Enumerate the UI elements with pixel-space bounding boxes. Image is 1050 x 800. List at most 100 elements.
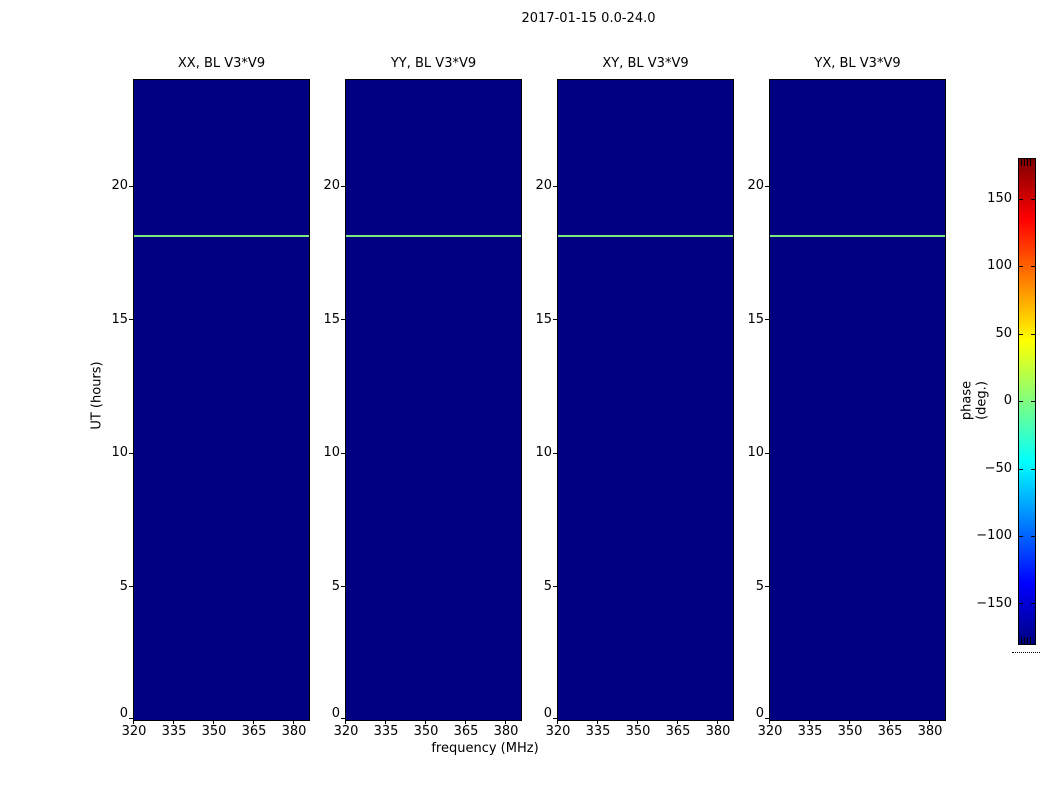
x-tick-label: 320 (545, 724, 571, 739)
y-axis-label: UT (hours) (89, 361, 105, 430)
x-tick-mark (253, 720, 254, 724)
colorbar-comb-top (1021, 159, 1033, 166)
x-tick-label: 380 (705, 724, 731, 739)
x-tick-mark (889, 720, 890, 724)
colorbar-tick-label: 50 (995, 326, 1012, 341)
panel-title: YY, BL V3*V9 (390, 56, 477, 71)
y-tick-mark (341, 319, 345, 320)
colorbar-tick-mark (1031, 266, 1035, 267)
y-tick-mark (129, 453, 133, 454)
x-tick-mark (213, 720, 214, 724)
figure-title: 2017-01-15 0.0-24.0 (521, 11, 656, 26)
x-tick-mark (385, 720, 386, 724)
y-tick-label: 15 (747, 312, 764, 327)
colorbar-tick-mark (1019, 469, 1023, 470)
y-tick-label: 0 (543, 706, 552, 721)
y-tick-mark (765, 586, 769, 587)
x-tick-label: 320 (121, 724, 147, 739)
x-tick-label: 320 (333, 724, 359, 739)
y-tick-label: 10 (747, 445, 764, 460)
y-tick-label: 20 (535, 178, 552, 193)
y-tick-mark (341, 586, 345, 587)
y-tick-mark (553, 186, 557, 187)
y-tick-label: 20 (111, 178, 128, 193)
y-tick-label: 20 (747, 178, 764, 193)
y-tick-mark (765, 718, 769, 719)
y-tick-label: 5 (331, 579, 340, 594)
colorbar-tick-label: 100 (987, 258, 1012, 273)
colorbar-tick-mark (1031, 334, 1035, 335)
y-tick-label: 15 (535, 312, 552, 327)
y-tick-label: 5 (755, 579, 764, 594)
y-tick-mark (341, 718, 345, 719)
x-tick-label: 335 (797, 724, 823, 739)
x-tick-mark (345, 720, 346, 724)
colorbar-tick-mark (1019, 401, 1023, 402)
x-tick-label: 350 (201, 724, 227, 739)
phase-line (558, 235, 733, 237)
y-tick-label: 10 (111, 445, 128, 460)
colorbar-tick-mark (1019, 603, 1023, 604)
panel-title: YX, BL V3*V9 (814, 56, 901, 71)
y-tick-mark (765, 319, 769, 320)
x-tick-label: 335 (161, 724, 187, 739)
x-tick-label: 350 (837, 724, 863, 739)
x-tick-label: 380 (493, 724, 519, 739)
x-tick-label: 320 (757, 724, 783, 739)
y-tick-label: 0 (331, 706, 340, 721)
x-tick-label: 365 (453, 724, 479, 739)
y-tick-mark (553, 586, 557, 587)
x-tick-label: 365 (665, 724, 691, 739)
colorbar-tick-mark (1031, 469, 1035, 470)
colorbar-tick-label: −100 (976, 528, 1012, 543)
colorbar-tick-label: −150 (976, 596, 1012, 611)
heatmap-area (769, 79, 946, 721)
colorbar-tick-mark (1031, 536, 1035, 537)
x-tick-label: 380 (917, 724, 943, 739)
colorbar-tick-mark (1019, 334, 1023, 335)
phase-line (770, 235, 945, 237)
colorbar-tick-mark (1019, 536, 1023, 537)
subplot-xx: XX, BL V3*V9 20 15 10 5 0 320 335 350 36… (111, 0, 310, 800)
y-tick-label: 0 (119, 706, 128, 721)
y-tick-mark (765, 453, 769, 454)
colorbar-tick-mark (1019, 266, 1023, 267)
subplot-xy: XY, BL V3*V9 20 15 10 5 0 320 335 350 36… (535, 0, 734, 800)
x-axis-label: frequency (MHz) (431, 741, 539, 756)
y-tick-mark (129, 319, 133, 320)
x-tick-label: 335 (585, 724, 611, 739)
y-tick-mark (129, 586, 133, 587)
subplot-yx: YX, BL V3*V9 20 15 10 5 0 320 335 350 36… (747, 0, 946, 800)
colorbar-tick-label: 0 (1003, 393, 1012, 408)
y-tick-label: 5 (119, 579, 128, 594)
y-tick-mark (765, 186, 769, 187)
x-tick-label: 380 (281, 724, 307, 739)
x-tick-mark (929, 720, 930, 724)
y-tick-mark (129, 186, 133, 187)
x-tick-mark (293, 720, 294, 724)
heatmap-area (557, 79, 734, 721)
colorbar-tick-mark (1031, 199, 1035, 200)
x-tick-mark (717, 720, 718, 724)
x-tick-mark (809, 720, 810, 724)
x-tick-mark (637, 720, 638, 724)
x-tick-mark (849, 720, 850, 724)
y-tick-mark (341, 186, 345, 187)
colorbar-label: phase (deg.) (959, 380, 990, 421)
colorbar-dotted-line (1012, 652, 1040, 653)
colorbar-tick-label: 150 (987, 191, 1012, 206)
x-tick-mark (425, 720, 426, 724)
y-tick-label: 0 (755, 706, 764, 721)
x-tick-label: 350 (625, 724, 651, 739)
y-tick-label: 15 (323, 312, 340, 327)
y-tick-label: 20 (323, 178, 340, 193)
heatmap-area (133, 79, 310, 721)
colorbar-tick-mark (1031, 401, 1035, 402)
colorbar-tick-mark (1019, 199, 1023, 200)
y-tick-label: 10 (535, 445, 552, 460)
panel-title: XX, BL V3*V9 (177, 56, 266, 71)
x-tick-mark (677, 720, 678, 724)
colorbar-tick-label: −50 (984, 461, 1012, 476)
x-tick-mark (597, 720, 598, 724)
